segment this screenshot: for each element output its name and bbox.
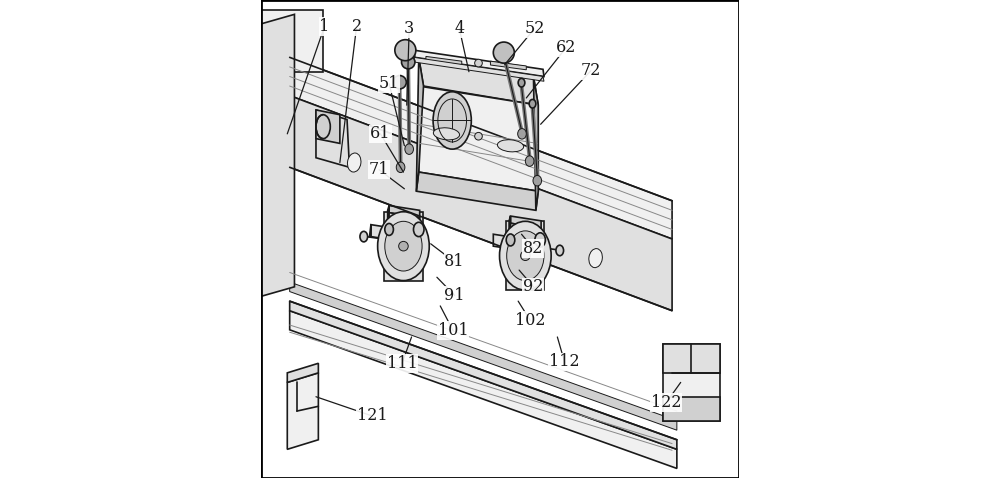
Ellipse shape: [556, 245, 564, 256]
Ellipse shape: [378, 212, 429, 281]
Text: 3: 3: [404, 20, 414, 37]
Ellipse shape: [385, 221, 422, 271]
Text: 121: 121: [357, 407, 387, 424]
Polygon shape: [290, 311, 677, 468]
Text: 122: 122: [651, 394, 682, 411]
Polygon shape: [287, 373, 318, 449]
Ellipse shape: [433, 128, 460, 140]
Ellipse shape: [506, 234, 515, 246]
Text: 92: 92: [523, 278, 544, 295]
Circle shape: [402, 55, 415, 69]
Polygon shape: [663, 344, 720, 421]
Text: 1: 1: [319, 18, 330, 35]
Polygon shape: [663, 397, 720, 421]
Polygon shape: [416, 172, 538, 210]
Polygon shape: [414, 50, 544, 76]
Polygon shape: [419, 86, 538, 191]
Ellipse shape: [385, 224, 393, 236]
Ellipse shape: [507, 231, 544, 281]
Polygon shape: [290, 282, 677, 430]
Polygon shape: [389, 206, 420, 217]
Circle shape: [399, 241, 408, 251]
Text: 52: 52: [524, 20, 545, 37]
Text: 81: 81: [444, 253, 465, 271]
Text: 71: 71: [369, 161, 389, 178]
Ellipse shape: [500, 221, 551, 290]
Polygon shape: [389, 213, 420, 225]
Circle shape: [475, 132, 482, 140]
Ellipse shape: [518, 78, 525, 87]
Polygon shape: [511, 216, 541, 228]
Polygon shape: [287, 363, 318, 382]
Ellipse shape: [360, 231, 368, 242]
Text: 82: 82: [523, 240, 544, 257]
Text: 91: 91: [444, 287, 465, 304]
Ellipse shape: [433, 92, 471, 149]
Ellipse shape: [497, 140, 524, 152]
Polygon shape: [290, 57, 672, 239]
Text: 111: 111: [387, 355, 417, 372]
Ellipse shape: [533, 175, 542, 186]
Ellipse shape: [518, 129, 526, 139]
Polygon shape: [493, 234, 524, 251]
Circle shape: [493, 42, 514, 63]
Circle shape: [395, 40, 416, 61]
Ellipse shape: [535, 233, 545, 247]
Ellipse shape: [413, 222, 424, 237]
Polygon shape: [419, 57, 538, 105]
Polygon shape: [290, 301, 677, 449]
Text: 51: 51: [379, 75, 399, 92]
Polygon shape: [261, 10, 323, 72]
Polygon shape: [384, 212, 423, 281]
Text: 61: 61: [370, 125, 391, 142]
Ellipse shape: [347, 153, 361, 172]
Ellipse shape: [405, 144, 413, 154]
Polygon shape: [371, 225, 402, 241]
Circle shape: [393, 76, 406, 89]
Ellipse shape: [316, 115, 330, 139]
Circle shape: [497, 49, 511, 63]
Polygon shape: [290, 96, 672, 311]
Polygon shape: [663, 344, 720, 373]
Ellipse shape: [396, 162, 405, 173]
Polygon shape: [511, 223, 541, 235]
Polygon shape: [414, 57, 544, 81]
Text: 62: 62: [556, 39, 576, 56]
Text: 112: 112: [549, 353, 580, 370]
Polygon shape: [416, 57, 424, 191]
Text: 101: 101: [438, 322, 468, 339]
Polygon shape: [490, 61, 526, 70]
Text: 4: 4: [454, 20, 464, 37]
Ellipse shape: [529, 99, 536, 108]
Circle shape: [475, 59, 482, 67]
Polygon shape: [533, 76, 538, 210]
Polygon shape: [370, 225, 371, 237]
Ellipse shape: [589, 249, 602, 268]
Polygon shape: [426, 56, 462, 65]
Text: 102: 102: [515, 312, 545, 329]
Text: 72: 72: [581, 62, 601, 79]
Polygon shape: [261, 14, 294, 296]
Polygon shape: [388, 206, 389, 227]
Ellipse shape: [525, 156, 534, 166]
Polygon shape: [316, 110, 349, 167]
Polygon shape: [506, 221, 544, 290]
Circle shape: [521, 251, 530, 261]
Polygon shape: [509, 216, 511, 238]
Text: 2: 2: [352, 18, 362, 35]
Polygon shape: [316, 110, 340, 143]
